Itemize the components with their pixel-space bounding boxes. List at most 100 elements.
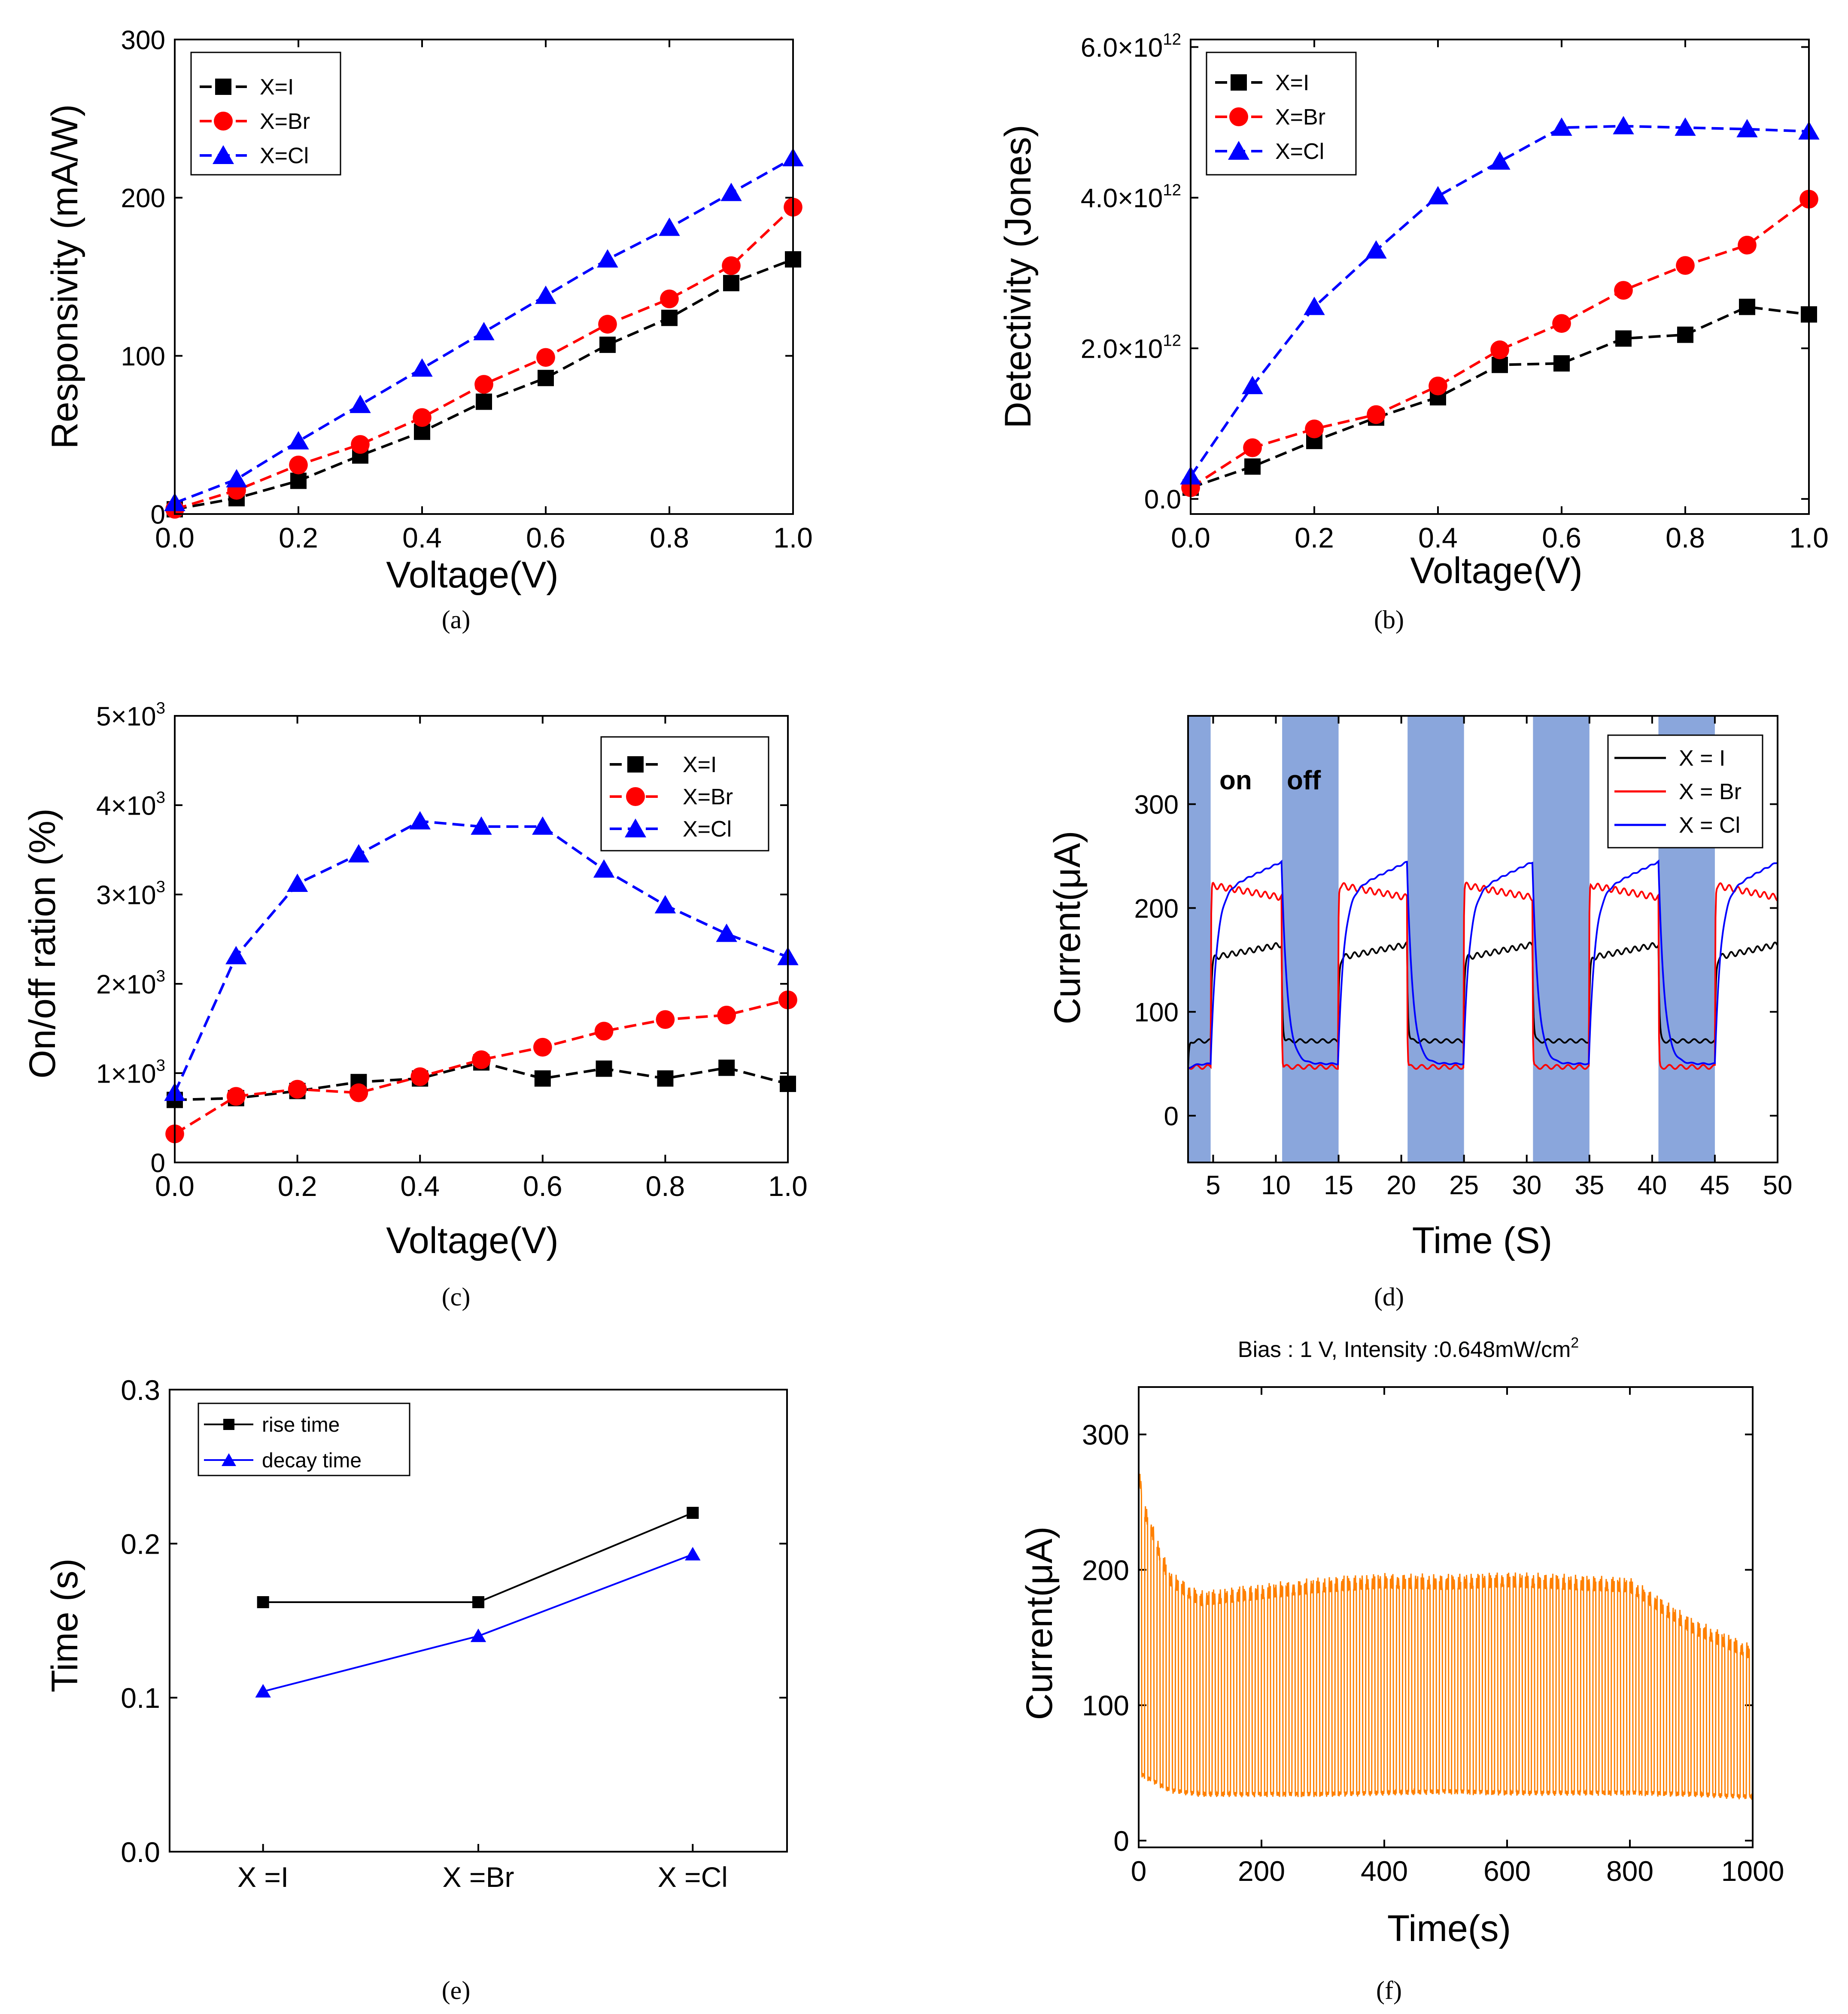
- x-tick-label: 0.8: [650, 522, 689, 554]
- x-tick-label: X =I: [237, 1861, 289, 1893]
- panel-c-marks: 0.0 0.2 0.4 0.6 0.8 1.001×1032×1033×1034×1035…: [96, 699, 808, 1202]
- panel-e-marks: X =I X =Br X =Cl 0.0 0.1 0.2 0.3: [121, 1374, 787, 1893]
- legend-label: X=Cl: [1275, 139, 1324, 164]
- x-tick-label: 0.8: [646, 1170, 685, 1202]
- data-point: [1305, 419, 1324, 438]
- tick-text: 0: [151, 1148, 165, 1178]
- x-axis-title: Voltage(V): [1410, 550, 1583, 591]
- tick-label: 2×103: [96, 967, 165, 999]
- x-tick-label: 10: [1261, 1171, 1291, 1200]
- data-point: [1243, 438, 1262, 457]
- x-tick-label: 0.0: [1171, 522, 1210, 554]
- x-tick-label: 20: [1386, 1171, 1416, 1200]
- data-point: [286, 873, 308, 892]
- data-point: [1244, 458, 1261, 475]
- tick-exponent: 12: [1163, 332, 1181, 350]
- panel-label: (c): [442, 1283, 471, 1311]
- tick-label: 0: [151, 1148, 165, 1178]
- data-point: [1614, 281, 1633, 300]
- panel-f-marks: 0 200 400 600 800 1000 0 100 200 300: [1082, 1387, 1784, 1887]
- data-point: [348, 844, 370, 863]
- legend-label: X=Cl: [260, 143, 309, 168]
- legend-marker: [223, 1419, 234, 1430]
- data-point: [1242, 376, 1263, 394]
- legend-marker: [1229, 107, 1248, 126]
- data-point: [1367, 405, 1386, 424]
- x-tick-label: 25: [1449, 1171, 1479, 1200]
- data-point: [472, 1050, 491, 1069]
- x-axis-title: Voltage(V): [386, 554, 559, 596]
- x-tick-label: 800: [1606, 1855, 1653, 1887]
- data-point: [474, 375, 493, 394]
- data-point: [1489, 151, 1511, 170]
- x-tick-label: 0.6: [1542, 522, 1581, 554]
- annotation-on: on: [1219, 766, 1252, 795]
- legend-label: X=Cl: [683, 817, 732, 842]
- x-tick-label: 0.2: [278, 1170, 317, 1202]
- y-tick-label: 300: [1082, 1419, 1129, 1451]
- y-tick-label: 300: [1134, 790, 1179, 820]
- data-point: [1736, 119, 1758, 137]
- data-point: [351, 435, 370, 454]
- tick-text: 4×10: [96, 791, 156, 821]
- y-axis-title: On/off ration (%): [22, 808, 63, 1078]
- data-point: [471, 816, 492, 835]
- legend-label: rise time: [262, 1414, 340, 1436]
- tick-text: 0.0: [1144, 485, 1181, 514]
- data-point: [599, 336, 616, 353]
- x-tick-label: 600: [1483, 1855, 1531, 1887]
- data-point: [1739, 298, 1755, 315]
- series-line: [1188, 859, 1778, 1070]
- series-line: [1188, 881, 1778, 1070]
- legend-marker: [627, 756, 644, 773]
- panel-c: 0.0 0.2 0.4 0.6 0.8 1.001×1032×1033×1034×1035…: [22, 699, 808, 1311]
- series-line: [1190, 198, 1810, 489]
- legend-marker: [213, 145, 234, 164]
- data-point: [1738, 235, 1757, 255]
- tick-text: 2×10: [96, 970, 156, 999]
- x-tick-label: 0.0: [155, 1170, 195, 1202]
- tick-text: 1×10: [96, 1059, 156, 1089]
- legend-label: X=Br: [260, 109, 310, 134]
- panel-b-frame: [1190, 39, 1810, 515]
- tick-label: 2.0×1012: [1081, 332, 1181, 364]
- tick-exponent: 3: [156, 788, 165, 806]
- x-tick-label: 0.6: [523, 1170, 562, 1202]
- x-tick-label: 40: [1637, 1171, 1667, 1200]
- data-point: [1675, 117, 1696, 136]
- legend-label: X=Br: [683, 785, 733, 809]
- data-point: [593, 859, 615, 878]
- x-tick-label: 0.0: [155, 522, 195, 554]
- x-tick-label: 0.4: [402, 522, 442, 554]
- data-point: [1427, 186, 1449, 204]
- x-axis-title: Time (S): [1412, 1220, 1552, 1261]
- data-point: [723, 275, 739, 292]
- panel-f-frame: [1138, 1386, 1754, 1848]
- x-axis-title: Time(s): [1387, 1908, 1511, 1949]
- light-on-band: [1533, 716, 1590, 1162]
- data-point: [661, 310, 678, 326]
- data-point: [1365, 240, 1387, 259]
- x-tick-label: 50: [1763, 1171, 1793, 1200]
- data-point: [413, 408, 432, 427]
- panel-d: 5 10 15 20 25 30 35 40 45 50 0 100 200 300 on off X =…: [1047, 715, 1793, 1311]
- data-point: [597, 249, 618, 268]
- x-tick-label: 200: [1238, 1855, 1285, 1887]
- tick-text: 3×10: [96, 880, 156, 910]
- panel-a: 0.0 0.2 0.4 0.6 0.8 1.0 0 100 200 300 X=I X=Br X=…: [44, 25, 813, 634]
- panel-d-frame: [1187, 715, 1778, 1163]
- data-point: [257, 1596, 269, 1608]
- legend-marker: [222, 1453, 236, 1466]
- data-point: [1490, 340, 1509, 359]
- tick-exponent: 3: [156, 1056, 165, 1074]
- x-tick-label: 400: [1361, 1855, 1408, 1887]
- legend-label: X = I: [1679, 746, 1725, 771]
- panel-label: (f): [1376, 1976, 1402, 2005]
- y-tick-label: 0.3: [121, 1374, 160, 1406]
- data-point: [1613, 116, 1634, 134]
- legend-label: X=I: [1275, 70, 1310, 95]
- x-tick-label: 1000: [1721, 1855, 1784, 1887]
- tick-exponent: 12: [1163, 30, 1181, 49]
- data-point: [685, 1547, 701, 1561]
- series-line: [1187, 940, 1778, 1067]
